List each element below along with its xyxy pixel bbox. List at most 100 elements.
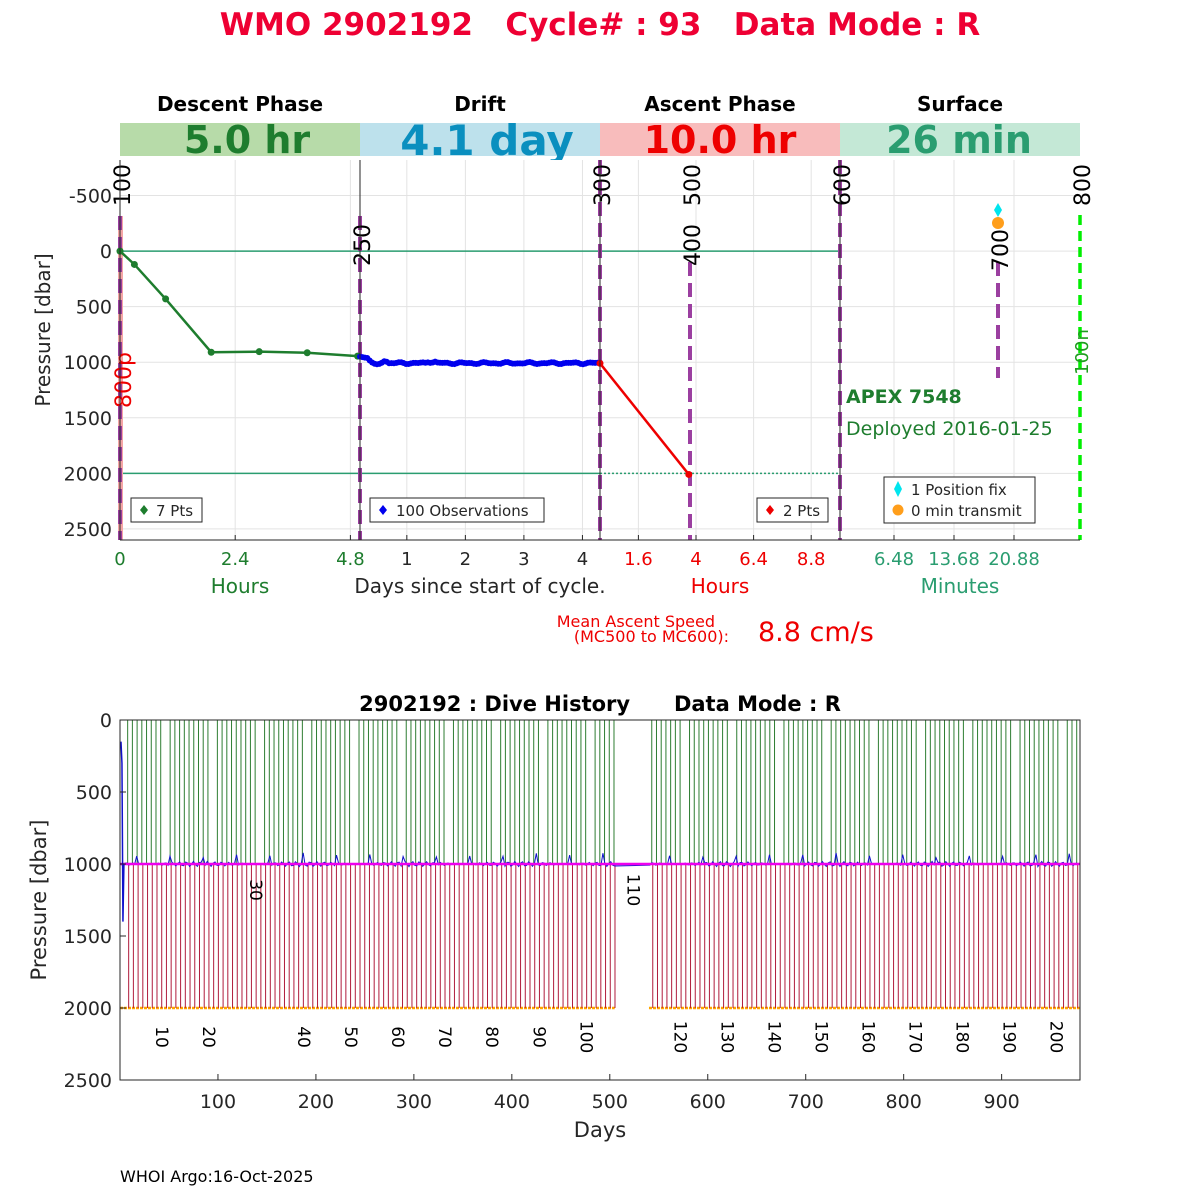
phase-band-descent — [120, 123, 360, 156]
phase-duration-surface: 26 min — [886, 118, 1032, 162]
history-cycle-label: 60 — [387, 1026, 407, 1048]
y-tick-label: -500 — [69, 186, 112, 208]
phase-duration-ascent: 10.0 hr — [644, 118, 797, 162]
history-cycle-label: 80 — [481, 1026, 501, 1048]
history-first-dive — [120, 741, 125, 922]
phase-duration-drift: 4.1 day — [400, 116, 574, 165]
history-y-tick-label: 1000 — [64, 854, 112, 876]
history-axes-frame — [119, 719, 1081, 1081]
surface-x-tick-label: 13.68 — [928, 549, 980, 570]
mission-code-label-700: 700 — [989, 229, 1014, 271]
drift-x-tick-label: 1 — [401, 549, 412, 570]
history-cycle-label: 90 — [528, 1026, 548, 1048]
surface-legend: 1 Position fix 0 min transmit — [883, 476, 1036, 524]
history-y-tick-label: 0 — [100, 710, 112, 732]
ascent-line — [599, 362, 690, 476]
history-y-tick-label: 2500 — [64, 1070, 112, 1092]
history-x-tick-label: 300 — [396, 1091, 432, 1113]
descent-xlabel: Hours — [211, 574, 270, 598]
history-cycle-label: 180 — [951, 1021, 971, 1053]
mission-code-label-100: 100 — [111, 164, 136, 206]
phase-name-surface: Surface — [917, 92, 1003, 116]
mission-code-label-400: 400 — [681, 224, 706, 266]
history-cycle-label: 40 — [293, 1026, 313, 1048]
ascent-legend: 2 Pts — [756, 497, 829, 523]
mission-code-label-800: 800 — [1071, 164, 1096, 206]
transmit-marker — [992, 217, 1004, 229]
history-x-tick-label: 600 — [690, 1091, 726, 1113]
descent-point — [162, 295, 170, 303]
history-cycle-label: 160 — [857, 1021, 877, 1053]
drift-legend-marker — [379, 505, 387, 515]
phase-duration-descent: 5.0 hr — [184, 118, 311, 162]
phase-name-ascent: Ascent Phase — [644, 92, 795, 116]
drift-x-tick-label: 4 — [577, 549, 588, 570]
history-y-tick-label: 500 — [76, 782, 112, 804]
mission-code-label-300: 300 — [591, 164, 616, 206]
descent-point — [255, 348, 263, 356]
history-chart-title: 2902192 : Dive History Data Mode : R — [359, 692, 841, 716]
history-cycle-label: 130 — [716, 1021, 736, 1053]
history-cycle-label: 140 — [763, 1021, 783, 1053]
history-chart-axes: 0 500 1000 1500 2000 2500 100 200 300 400 500 600 70… — [64, 710, 1081, 1113]
drift-legend-label: 100 Observations — [396, 502, 529, 520]
y-tick-label: 0 — [100, 241, 112, 263]
ascent-speed-value: 8.8 cm/s — [758, 617, 874, 648]
history-cycle-label: 50 — [340, 1026, 360, 1048]
history-cycle-label: 200 — [1045, 1021, 1065, 1053]
ascent-speed-label-line2: (MC500 to MC600): — [574, 627, 729, 646]
history-chart-series — [120, 720, 1080, 1010]
descent-legend: 7 Pts — [130, 497, 203, 523]
surface-x-tick-label: 20.88 — [988, 549, 1040, 570]
transmit-legend-marker — [892, 504, 904, 516]
footer-credit: WHOI Argo:16-Oct-2025 — [120, 1167, 314, 1186]
descent-point — [303, 349, 311, 357]
descent-legend-marker — [140, 505, 148, 515]
history-cycle-label-mid: 30 — [245, 879, 265, 901]
history-x-tick-label: 200 — [298, 1091, 334, 1113]
history-y-tick-label: 2000 — [64, 998, 112, 1020]
history-cycle-label: 150 — [810, 1021, 830, 1053]
phase-name-drift: Drift — [454, 92, 506, 116]
ascent-x-tick-label: 6.4 — [739, 549, 768, 570]
drift-x-tick-label: 3 — [518, 549, 529, 570]
page-title: WMO 2902192 Cycle# : 93 Data Mode : R — [220, 7, 981, 43]
history-cycle-label: 10 — [151, 1026, 171, 1048]
history-y-tick-label: 1500 — [64, 926, 112, 948]
history-x-tick-label: 100 — [200, 1091, 236, 1113]
history-cycle-label: 120 — [669, 1021, 689, 1053]
ascent-x-tick-label: 1.6 — [624, 549, 653, 570]
descent-point — [130, 260, 138, 268]
position-fix-legend-marker — [894, 481, 902, 497]
history-x-tick-label: 400 — [494, 1091, 530, 1113]
y-tick-label: 2500 — [64, 519, 112, 541]
cycle-chart-series — [116, 203, 1004, 478]
ascent-point — [685, 470, 693, 478]
marker-100n: 100n — [1072, 329, 1093, 375]
drift-xlabel: Days since start of cycle. — [354, 574, 605, 598]
history-chart: 2902192 : Dive History Data Mode : R 10 2… — [27, 692, 1081, 1142]
phase-name-descent: Descent Phase — [157, 92, 323, 116]
marker-800p: 800p — [112, 352, 137, 408]
cycle-chart: 100 250 300 400 500 600 700 800 800p 100n -500 0 50… — [31, 160, 1096, 598]
history-x-tick-label: 900 — [983, 1091, 1019, 1113]
ascent-legend-label: 2 Pts — [783, 502, 820, 520]
ascent-speed: Mean Ascent Speed (MC500 to MC600): 8.8 … — [557, 612, 874, 648]
history-cycle-label: 20 — [198, 1026, 218, 1048]
history-cycle-labels: 10 20 40 50 60 70 80 90 100 120 130 140 150 160 170 180… — [151, 874, 1065, 1053]
phase-headers: Descent Phase Drift Ascent Phase Surface… — [120, 92, 1080, 165]
y-tick-label: 1500 — [64, 408, 112, 430]
drift-x-tick-label: 2 — [460, 549, 471, 570]
descent-x-tick-label: 4.8 — [336, 549, 365, 570]
mission-code-label-500: 500 — [681, 164, 706, 206]
mission-code-label-250: 250 — [351, 224, 376, 266]
mission-code-label-600: 600 — [831, 164, 856, 206]
history-x-tick-label: 700 — [788, 1091, 824, 1113]
ascent-speed-label-line1: Mean Ascent Speed — [557, 612, 715, 631]
descent-legend-label: 7 Pts — [156, 502, 193, 520]
phase-band-ascent — [600, 123, 840, 156]
history-cycle-label: 70 — [434, 1026, 454, 1048]
history-cycle-label-mid: 110 — [622, 874, 642, 906]
